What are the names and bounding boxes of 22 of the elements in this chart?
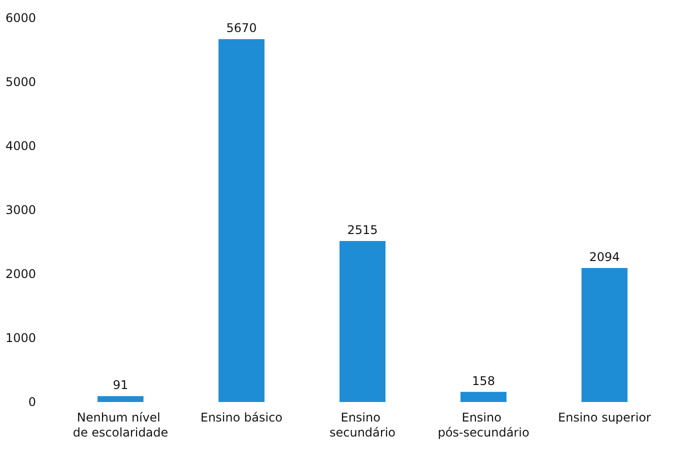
bar (460, 392, 506, 402)
y-tick-label: 3000 (5, 203, 36, 217)
y-tick-label: 6000 (5, 11, 36, 25)
data-label: 91 (112, 378, 128, 392)
data-label: 158 (472, 374, 495, 388)
y-tick-label: 1000 (5, 331, 36, 345)
y-tick-label: 2000 (5, 267, 36, 281)
data-label: 2094 (589, 250, 620, 264)
bar (582, 268, 628, 402)
y-tick-label: 0 (28, 395, 36, 409)
data-label: 2515 (347, 223, 378, 238)
y-tick-label: 4000 (5, 139, 36, 153)
data-label: 5670 (226, 21, 257, 36)
bar (340, 241, 386, 402)
x-tick-label: Ensino superior (558, 410, 652, 424)
bar (218, 39, 264, 402)
y-tick-label: 5000 (5, 75, 36, 89)
x-tick-label: Ensino pós-secundário (438, 410, 530, 440)
x-tick-label: Nenhum nível de escolaridade (72, 410, 168, 440)
bar (98, 396, 144, 402)
x-tick-label: Ensino secundário (329, 410, 396, 440)
x-tick-label: Ensino básico (200, 410, 283, 424)
